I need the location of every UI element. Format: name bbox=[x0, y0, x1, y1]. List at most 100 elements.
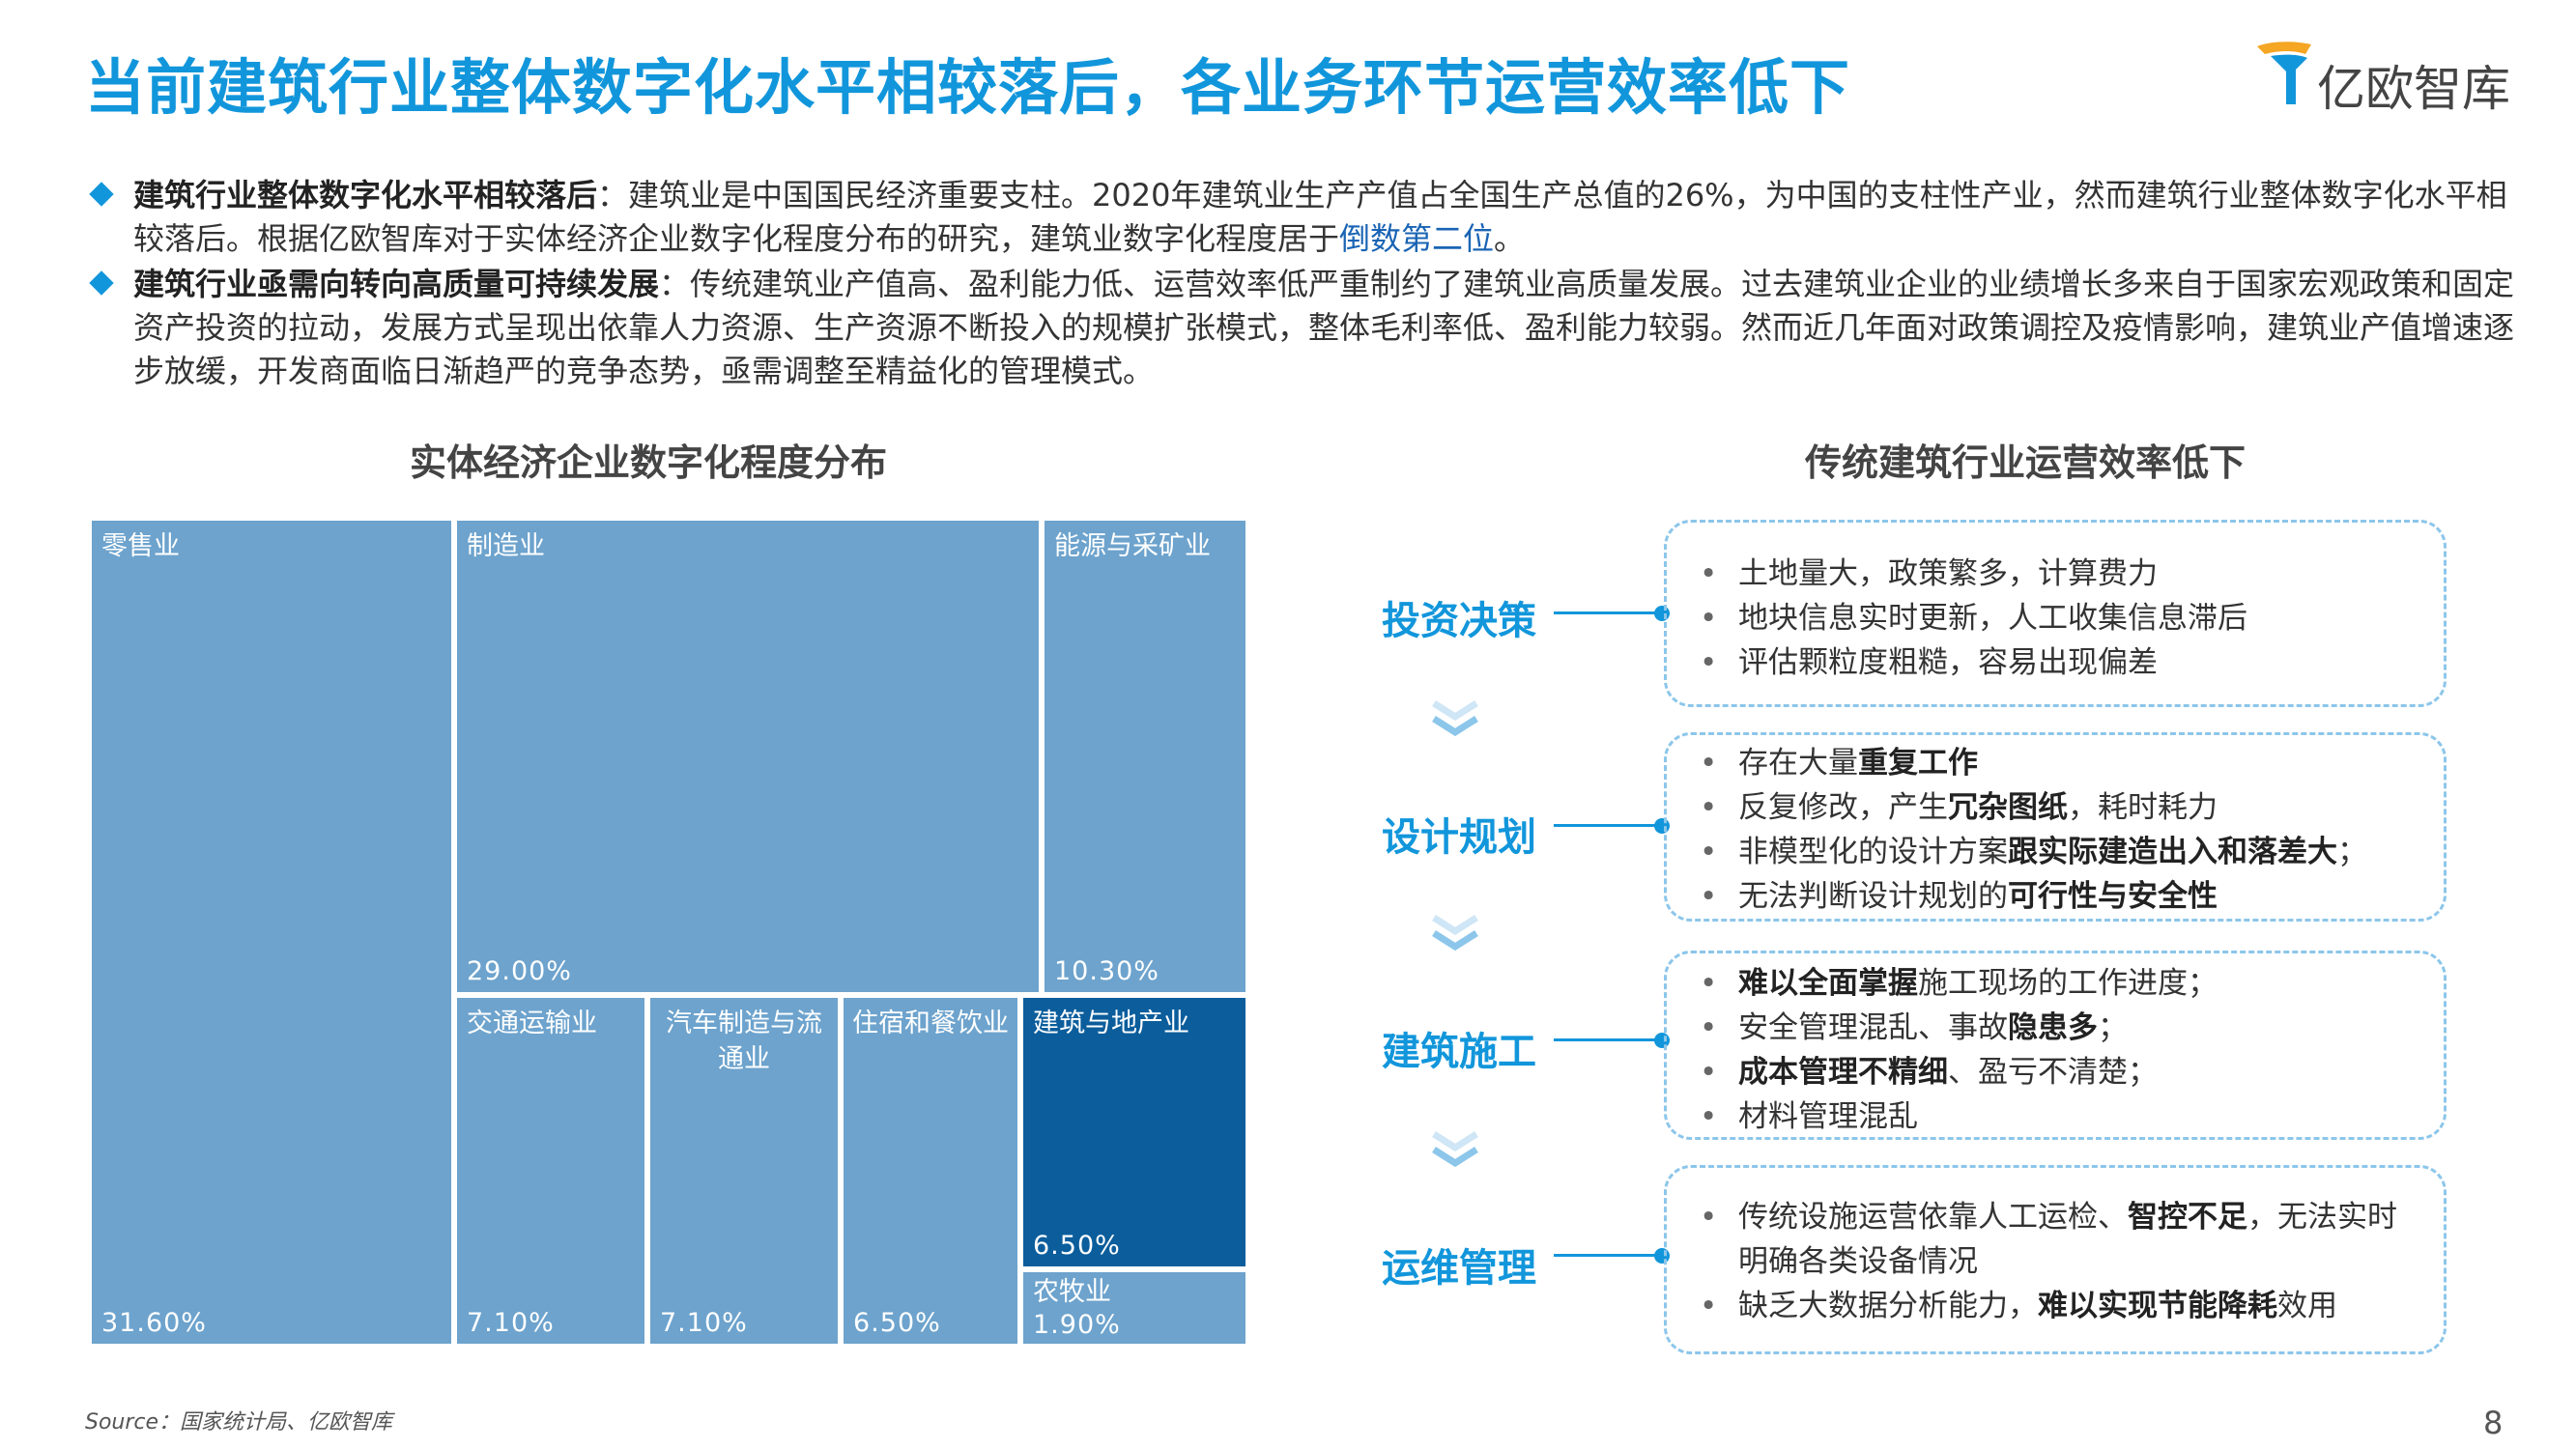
treemap-cell-label: 制造业 bbox=[467, 531, 545, 561]
stage-box-operation: • 传统设施运营依靠人工运检、智控不足，无法实时明确各类设备情况 • 缺乏大数据分析能… bbox=[1664, 1165, 2447, 1354]
bullet-dot-icon: • bbox=[1700, 1010, 1718, 1045]
diamond-bullet-icon bbox=[89, 270, 114, 296]
emphasis-text: 难以实现节能降耗 bbox=[2038, 1289, 2277, 1323]
item-text: 、盈亏不清楚； bbox=[1948, 1055, 2158, 1090]
item-text: 明确各类设备情况 bbox=[1738, 1244, 1978, 1279]
treemap-cell-value: 6.50% bbox=[853, 1308, 941, 1338]
bullet-heading: 建筑行业整体数字化水平相较落后 bbox=[133, 177, 598, 213]
bullet-dot-icon: • bbox=[1700, 601, 1718, 636]
stage-list-item: • 非模型化的设计方案跟实际建造出入和落差大； bbox=[1696, 830, 2367, 874]
stage-list: • 存在大量重复工作 • 反复修改，产生冗杂图纸，耗时耗力 • 非模型化的设计方案跟实际建… bbox=[1696, 741, 2367, 919]
emphasis-text: 智控不足 bbox=[2128, 1200, 2247, 1235]
treemap-cell-label: 交通运输业 bbox=[467, 1009, 597, 1038]
treemap-cell: 交通运输业 7.10% bbox=[454, 995, 647, 1347]
emphasis-text: 隐患多 bbox=[2008, 1010, 2098, 1045]
emphasis-text: 冗杂图纸 bbox=[1948, 790, 2068, 825]
bullet-heading: 建筑行业亟需向转向高质量可持续发展 bbox=[133, 266, 660, 302]
emphasis-text: 难以全面掌握 bbox=[1738, 966, 1918, 1001]
treemap-cell-label: 汽车制造与流通业 bbox=[666, 1009, 822, 1074]
bullet-dot-icon: • bbox=[1700, 645, 1718, 680]
item-text: 传统设施运营依靠人工运检、 bbox=[1738, 1200, 2128, 1235]
item-text: 非模型化的设计方案 bbox=[1738, 835, 2008, 869]
item-text: ，无法实时 bbox=[2247, 1200, 2397, 1235]
stage-list: • 土地量大，政策繁多，计算费力 • 地块信息实时更新，人工收集信息滞后 • 评估颗粒度粗… bbox=[1696, 552, 2247, 685]
chevron-down-icon bbox=[1432, 1131, 1478, 1168]
logo-text: 亿欧智库 bbox=[2317, 61, 2510, 117]
item-text: 安全管理混乱、事故 bbox=[1738, 1010, 2008, 1045]
diamond-bullet-icon bbox=[89, 182, 114, 207]
treemap-cell: 能源与采矿业 10.30% bbox=[1042, 518, 1248, 995]
connector-line bbox=[1554, 1254, 1660, 1257]
stage-box-construction: • 难以全面掌握施工现场的工作进度； • 安全管理混乱、事故隐患多； • 成本管理不精细、… bbox=[1664, 951, 2447, 1140]
item-text: 无法判断设计规划的 bbox=[1738, 879, 2008, 914]
stage-list-item: • 安全管理混乱、事故隐患多； bbox=[1696, 1006, 2218, 1050]
treemap-cell-value: 6.50% bbox=[1033, 1231, 1121, 1261]
treemap-cell-value: 29.00% bbox=[467, 956, 572, 986]
stage-list-item: • 存在大量重复工作 bbox=[1696, 741, 2367, 785]
intro-bullet: 建筑行业亟需向转向高质量可持续发展：传统建筑业产值高、盈利能力低、运营效率低严重… bbox=[87, 263, 2522, 393]
bullet-dot-icon: • bbox=[1700, 790, 1718, 825]
efficiency-title: 传统建筑行业运营效率低下 bbox=[1805, 441, 2247, 484]
treemap-cell: 零售业 31.60% bbox=[89, 518, 454, 1347]
stage-list-item: • 评估颗粒度粗糙，容易出现偏差 bbox=[1696, 640, 2247, 685]
yiou-logo-icon bbox=[2257, 42, 2311, 104]
emphasis-text: 重复工作 bbox=[1858, 746, 1978, 781]
bullet-dot-icon: • bbox=[1700, 879, 1718, 914]
digitalization-treemap: 零售业 31.60% 制造业 29.00% 能源与采矿业 10.30% 交通运输业 7.10%… bbox=[89, 518, 1248, 1347]
connector-line bbox=[1554, 611, 1660, 614]
stage-box-design: • 存在大量重复工作 • 反复修改，产生冗杂图纸，耗时耗力 • 非模型化的设计方案跟实际建… bbox=[1664, 732, 2447, 922]
bullet-highlight: 倒数第二位 bbox=[1339, 220, 1495, 257]
stage-label-design: 设计规划 bbox=[1382, 815, 1536, 860]
treemap-cell-value: 7.10% bbox=[467, 1308, 555, 1338]
treemap-cell: 住宿和餐饮业 6.50% bbox=[841, 995, 1020, 1347]
stage-list-item: • 无法判断设计规划的可行性与安全性 bbox=[1696, 874, 2367, 919]
connector-line bbox=[1554, 1038, 1660, 1041]
stage-box-investment: • 土地量大，政策繁多，计算费力 • 地块信息实时更新，人工收集信息滞后 • 评估颗粒度粗… bbox=[1664, 520, 2447, 707]
stage-list-item: • 土地量大，政策繁多，计算费力 bbox=[1696, 552, 2247, 596]
emphasis-text: 跟实际建造出入和落差大 bbox=[2008, 835, 2337, 869]
bullet-dot-icon: • bbox=[1700, 1055, 1718, 1090]
bullet-dot-icon: • bbox=[1700, 556, 1718, 591]
stage-list-item: • 材料管理混乱 bbox=[1696, 1094, 2218, 1139]
connector-line bbox=[1554, 824, 1660, 827]
treemap-title: 实体经济企业数字化程度分布 bbox=[410, 441, 888, 484]
treemap-cell-label: 零售业 bbox=[101, 531, 180, 561]
item-text: 施工现场的工作进度； bbox=[1918, 966, 2218, 1001]
item-text: 地块信息实时更新，人工收集信息滞后 bbox=[1738, 601, 2247, 636]
bullet-dot-icon: • bbox=[1700, 1289, 1718, 1323]
stage-list-item: • 成本管理不精细、盈亏不清楚； bbox=[1696, 1050, 2218, 1094]
stage-list-item: • 反复修改，产生冗杂图纸，耗时耗力 bbox=[1696, 785, 2367, 830]
stage-label-construction: 建筑施工 bbox=[1382, 1030, 1536, 1074]
treemap-cell: 制造业 29.00% bbox=[454, 518, 1042, 995]
stage-list-item: • 传统设施运营依靠人工运检、智控不足，无法实时 bbox=[1696, 1195, 2397, 1239]
bullet-dot-icon: • bbox=[1700, 746, 1718, 781]
stage-list-item: • 地块信息实时更新，人工收集信息滞后 bbox=[1696, 596, 2247, 640]
source-note: Source：国家统计局、亿欧智库 bbox=[85, 1410, 393, 1435]
treemap-cell-value: 31.60% bbox=[101, 1308, 207, 1338]
treemap-cell-value: 10.30% bbox=[1054, 956, 1159, 986]
item-text: 材料管理混乱 bbox=[1738, 1099, 1918, 1134]
item-text: ，耗时耗力 bbox=[2068, 790, 2218, 825]
treemap-cell-label: 住宿和餐饮业 bbox=[852, 1009, 1009, 1038]
intro-bullets: 建筑行业整体数字化水平相较落后：建筑业是中国国民经济重要支柱。2020年建筑业生… bbox=[87, 174, 2522, 393]
emphasis-text: 成本管理不精细 bbox=[1738, 1055, 1948, 1090]
bullet-dot-icon: • bbox=[1700, 835, 1718, 869]
item-text: 评估颗粒度粗糙，容易出现偏差 bbox=[1738, 645, 2158, 680]
bullet-text: ：传统建筑业产值高、盈利能力低、运营效率低严重制约了建筑业高质量发展。过去建筑业… bbox=[133, 266, 2515, 389]
stage-list-item: • 难以全面掌握施工现场的工作进度； bbox=[1696, 961, 2218, 1006]
treemap-cell: 农牧业 1.90% bbox=[1020, 1269, 1248, 1347]
treemap-cell: 建筑与地产业 6.50% bbox=[1020, 995, 1248, 1269]
bullet-dot-icon: • bbox=[1700, 966, 1718, 1001]
bullet-text: ：建筑业是中国国民经济重要支柱。2020年建筑业生产产值占全国生产总值的26%，… bbox=[133, 177, 2507, 257]
item-text: ； bbox=[2337, 835, 2367, 869]
treemap-cell-label: 农牧业 bbox=[1033, 1277, 1111, 1307]
item-text: 效用 bbox=[2277, 1289, 2337, 1323]
treemap-cell-value: 1.90% bbox=[1033, 1310, 1121, 1340]
emphasis-text: 可行性与安全性 bbox=[2008, 879, 2218, 914]
item-text: 缺乏大数据分析能力， bbox=[1738, 1289, 2038, 1323]
page-number: 8 bbox=[2483, 1405, 2504, 1441]
chevron-down-icon bbox=[1432, 700, 1478, 737]
treemap-cell-label: 建筑与地产业 bbox=[1033, 1009, 1189, 1038]
treemap-cell-value: 7.10% bbox=[660, 1308, 748, 1338]
stage-list: • 难以全面掌握施工现场的工作进度； • 安全管理混乱、事故隐患多； • 成本管理不精细、… bbox=[1696, 961, 2218, 1139]
